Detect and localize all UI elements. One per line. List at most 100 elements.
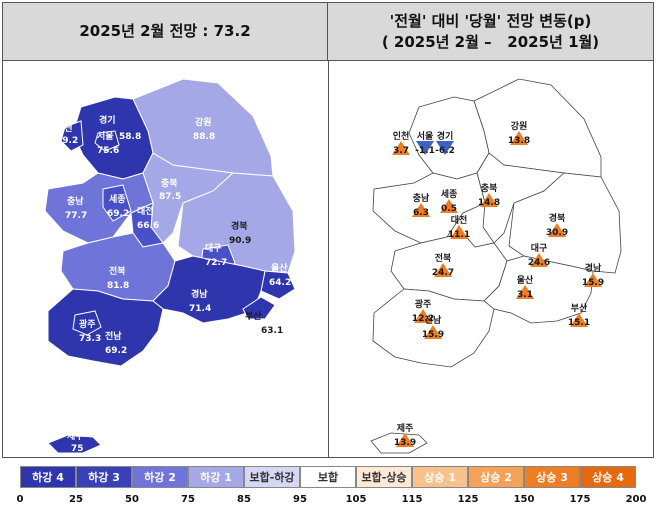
marker-value: 24.6 [528,258,550,268]
region-incheon [60,120,84,152]
label-gyeongbuk-name: 경북 [231,220,248,232]
marker-region-name: 서울 [417,130,434,142]
marker-value: 15.1 [568,318,590,328]
label-jeju-name: 제주 [67,430,84,442]
label-gangwon-name: 강원 [195,116,212,128]
region-jeonnam [47,288,164,367]
legend-item: 하강 1 [188,466,244,488]
marker-region-name: 충남 [413,192,430,204]
right-change-map: 인천 3.7 서울 -1.1경기 -6.2 강원 13.8 충남 6.3 세종 0.5 충북 14.8 대… [370,78,622,454]
legend-item: 보합-하강 [244,466,300,488]
left-panel-header: 2025년 2월 전망 : 73.2 [3,3,328,61]
legend-item: 하강 3 [76,466,132,488]
legend-tick: 200 [625,494,647,505]
legend-item: 상승 4 [580,466,636,488]
label-busan-name: 부산 [245,310,262,322]
marker-value: -1.1 [415,146,435,156]
label-gyeongnam-name: 경남 [191,288,208,300]
marker-value: 13.9 [394,438,416,448]
label-busan-value: 63.1 [261,326,283,336]
label-jeonbuk-value: 81.8 [107,281,129,291]
marker-up-12 [516,285,534,299]
label-ulsan-value: 64.2 [269,278,291,288]
right-panel-title-line1: '전월' 대비 '당월' 전망 변동(p) [389,11,592,30]
marker-value: 24.7 [432,268,454,278]
marker-up-16 [396,433,414,447]
marker-value: 30.9 [546,228,568,238]
legend-tick: 150 [513,494,535,505]
marker-value: 0.5 [441,204,457,214]
marker-value: 15.9 [582,278,604,288]
marker-value: -6.2 [435,146,455,156]
legend-item: 상승 3 [524,466,580,488]
right-panel-header: '전월' 대비 '당월' 전망 변동(p) ( 2025년 2월 – 2025년… [328,3,653,61]
left-labels: 인천 59.2 경기 58.8 서울 75.6 강원 88.8 충북 87.5 … [56,114,291,454]
legend-item: 보합-상승 [356,466,412,488]
label-chungnam-value: 77.7 [65,211,87,221]
label-chungbuk-value: 87.5 [159,192,181,202]
label-chungnam-name: 충남 [67,195,84,207]
marker-region-name: 경북 [549,212,566,224]
label-gyeonggi-name: 경기 [99,114,116,126]
label-gwangju-value: 73.3 [79,334,101,344]
marker-up-5 [440,199,458,213]
marker-region-name: 전북 [435,252,452,264]
panel-divider [328,61,329,457]
label-jeonbuk-name: 전북 [109,265,126,277]
marker-up-6 [480,193,498,207]
marker-value: 12.2 [412,314,434,324]
legend-tick: 25 [69,494,83,505]
label-incheon-name: 인천 [56,123,73,134]
marker-region-name: 제주 [397,422,414,434]
region-gwangju [72,310,102,336]
marker-region-name: 대구 [531,242,548,254]
label-gyeongbuk-value: 90.9 [229,236,251,246]
legend-tick: 50 [125,494,139,505]
marker-value: 13.8 [508,136,530,146]
legend-tick: 75 [181,494,195,505]
marker-value: 15.9 [422,330,444,340]
label-jeonnam-name: 전남 [105,330,122,342]
region-jeju [47,434,102,454]
marker-region-name: 충북 [481,182,498,194]
legend-item: 상승 1 [412,466,468,488]
marker-region-name: 경남 [585,262,602,274]
label-seoul-value: 75.6 [97,146,119,156]
label-chungbuk-name: 충북 [161,177,178,189]
map-frame: 2025년 2월 전망 : 73.2 '전월' 대비 '당월' 전망 변동(p)… [2,2,654,458]
marker-region-name: 세종 [441,188,458,200]
marker-region-name: 인천 [393,131,410,142]
left-panel-title: 2025년 2월 전망 : 73.2 [79,22,251,40]
label-daejeon-value: 66.6 [137,221,159,231]
label-gangwon-value: 88.8 [193,132,215,142]
marker-up-7 [450,225,468,239]
change-markers: 인천 3.7 서울 -1.1경기 -6.2 강원 13.8 충남 6.3 세종 0.5 충북 14.8 대… [392,120,604,448]
legend-tick: 85 [237,494,251,505]
marker-down-2 [436,141,454,155]
marker-value: 14.8 [478,198,500,208]
left-choropleth-map: 인천 59.2 경기 58.8 서울 75.6 강원 88.8 충북 87.5 … [44,78,296,454]
legend-item: 상승 2 [468,466,524,488]
marker-down-1 [416,141,434,155]
marker-up-0 [392,141,410,155]
legend-tick: 175 [569,494,591,505]
marker-region-name: 강원 [511,120,528,132]
right-panel-title-line2: ( 2025년 2월 – 2025년 1월) [381,32,600,51]
label-gyeongnam-value: 71.4 [189,304,211,314]
marker-value: 3.7 [393,146,409,156]
label-gwangju-name: 광주 [79,318,96,330]
marker-up-9 [530,253,548,267]
marker-value: 11.1 [448,230,470,240]
label-daejeon-name: 대전 [137,205,154,217]
region-outline-gyeongnam [483,255,594,324]
marker-up-13 [570,313,588,327]
marker-up-4 [412,203,430,217]
label-daegu-value: 72.7 [205,258,227,268]
marker-up-10 [434,263,452,277]
region-outline-chungnam [372,172,486,244]
label-jeonnam-value: 69.2 [105,346,127,356]
marker-region-name: 전남 [425,314,442,326]
marker-up-11 [584,273,602,287]
region-seoul [94,130,120,152]
marker-up-14 [414,309,432,323]
